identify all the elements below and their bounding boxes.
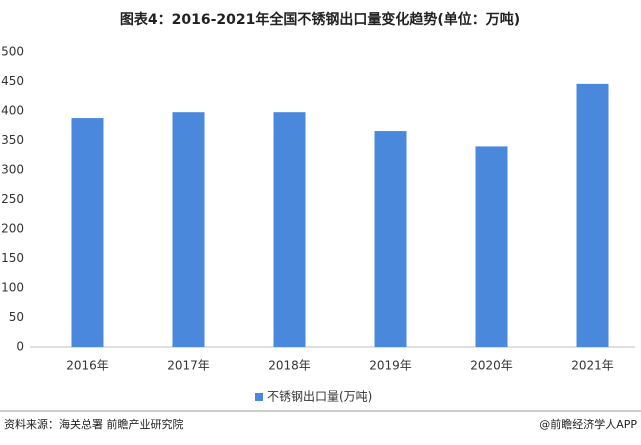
chart-title: 图表4：2016-2021年全国不锈钢出口量变化趋势(单位：万吨) — [120, 11, 520, 28]
y-tick-label: 350 — [1, 133, 24, 147]
legend-swatch — [255, 393, 263, 401]
source: 资料来源：海关总署 前瞻产业研究院 — [4, 417, 184, 431]
y-tick-label: 450 — [1, 74, 24, 88]
y-tick-label: 150 — [1, 251, 24, 265]
legend-label: 不锈钢出口量(万吨) — [267, 390, 372, 404]
x-tick-label: 2021年 — [571, 359, 614, 373]
y-tick-label: 250 — [1, 192, 24, 206]
bar — [374, 131, 407, 347]
x-tick-label: 2020年 — [470, 359, 513, 373]
y-tick-label: 200 — [1, 222, 24, 236]
x-tick-label: 2019年 — [369, 359, 412, 373]
y-tick-label: 0 — [16, 340, 24, 354]
credit: @前瞻经济学人APP — [539, 417, 637, 431]
x-tick-label: 2018年 — [268, 359, 311, 373]
x-tick-label: 2017年 — [167, 359, 210, 373]
y-tick-label: 100 — [1, 281, 24, 295]
bar — [273, 112, 306, 348]
y-tick-label: 300 — [1, 163, 24, 177]
bar — [71, 118, 104, 347]
bar — [475, 146, 508, 347]
bar — [576, 83, 609, 348]
x-tick-label: 2016年 — [66, 359, 109, 373]
y-tick-label: 500 — [1, 45, 24, 59]
bar — [172, 112, 205, 348]
y-tick-label: 400 — [1, 104, 24, 118]
y-tick-label: 50 — [9, 310, 24, 324]
